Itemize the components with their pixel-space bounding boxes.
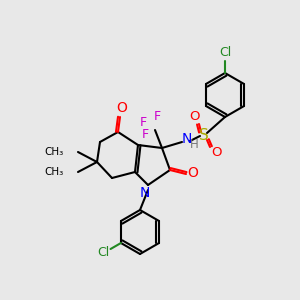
Text: O: O: [189, 110, 199, 122]
Text: CH₃: CH₃: [45, 167, 64, 177]
Text: O: O: [117, 101, 128, 115]
Text: Cl: Cl: [98, 247, 110, 260]
Text: F: F: [153, 110, 161, 124]
Text: F: F: [140, 116, 147, 128]
Text: N: N: [182, 132, 192, 146]
Text: Cl: Cl: [219, 46, 231, 59]
Text: O: O: [212, 146, 222, 158]
Text: CH₃: CH₃: [45, 147, 64, 157]
Text: H: H: [190, 139, 198, 152]
Text: S: S: [199, 128, 209, 143]
Text: N: N: [140, 186, 150, 200]
Text: O: O: [188, 166, 198, 180]
Text: F: F: [141, 128, 148, 140]
